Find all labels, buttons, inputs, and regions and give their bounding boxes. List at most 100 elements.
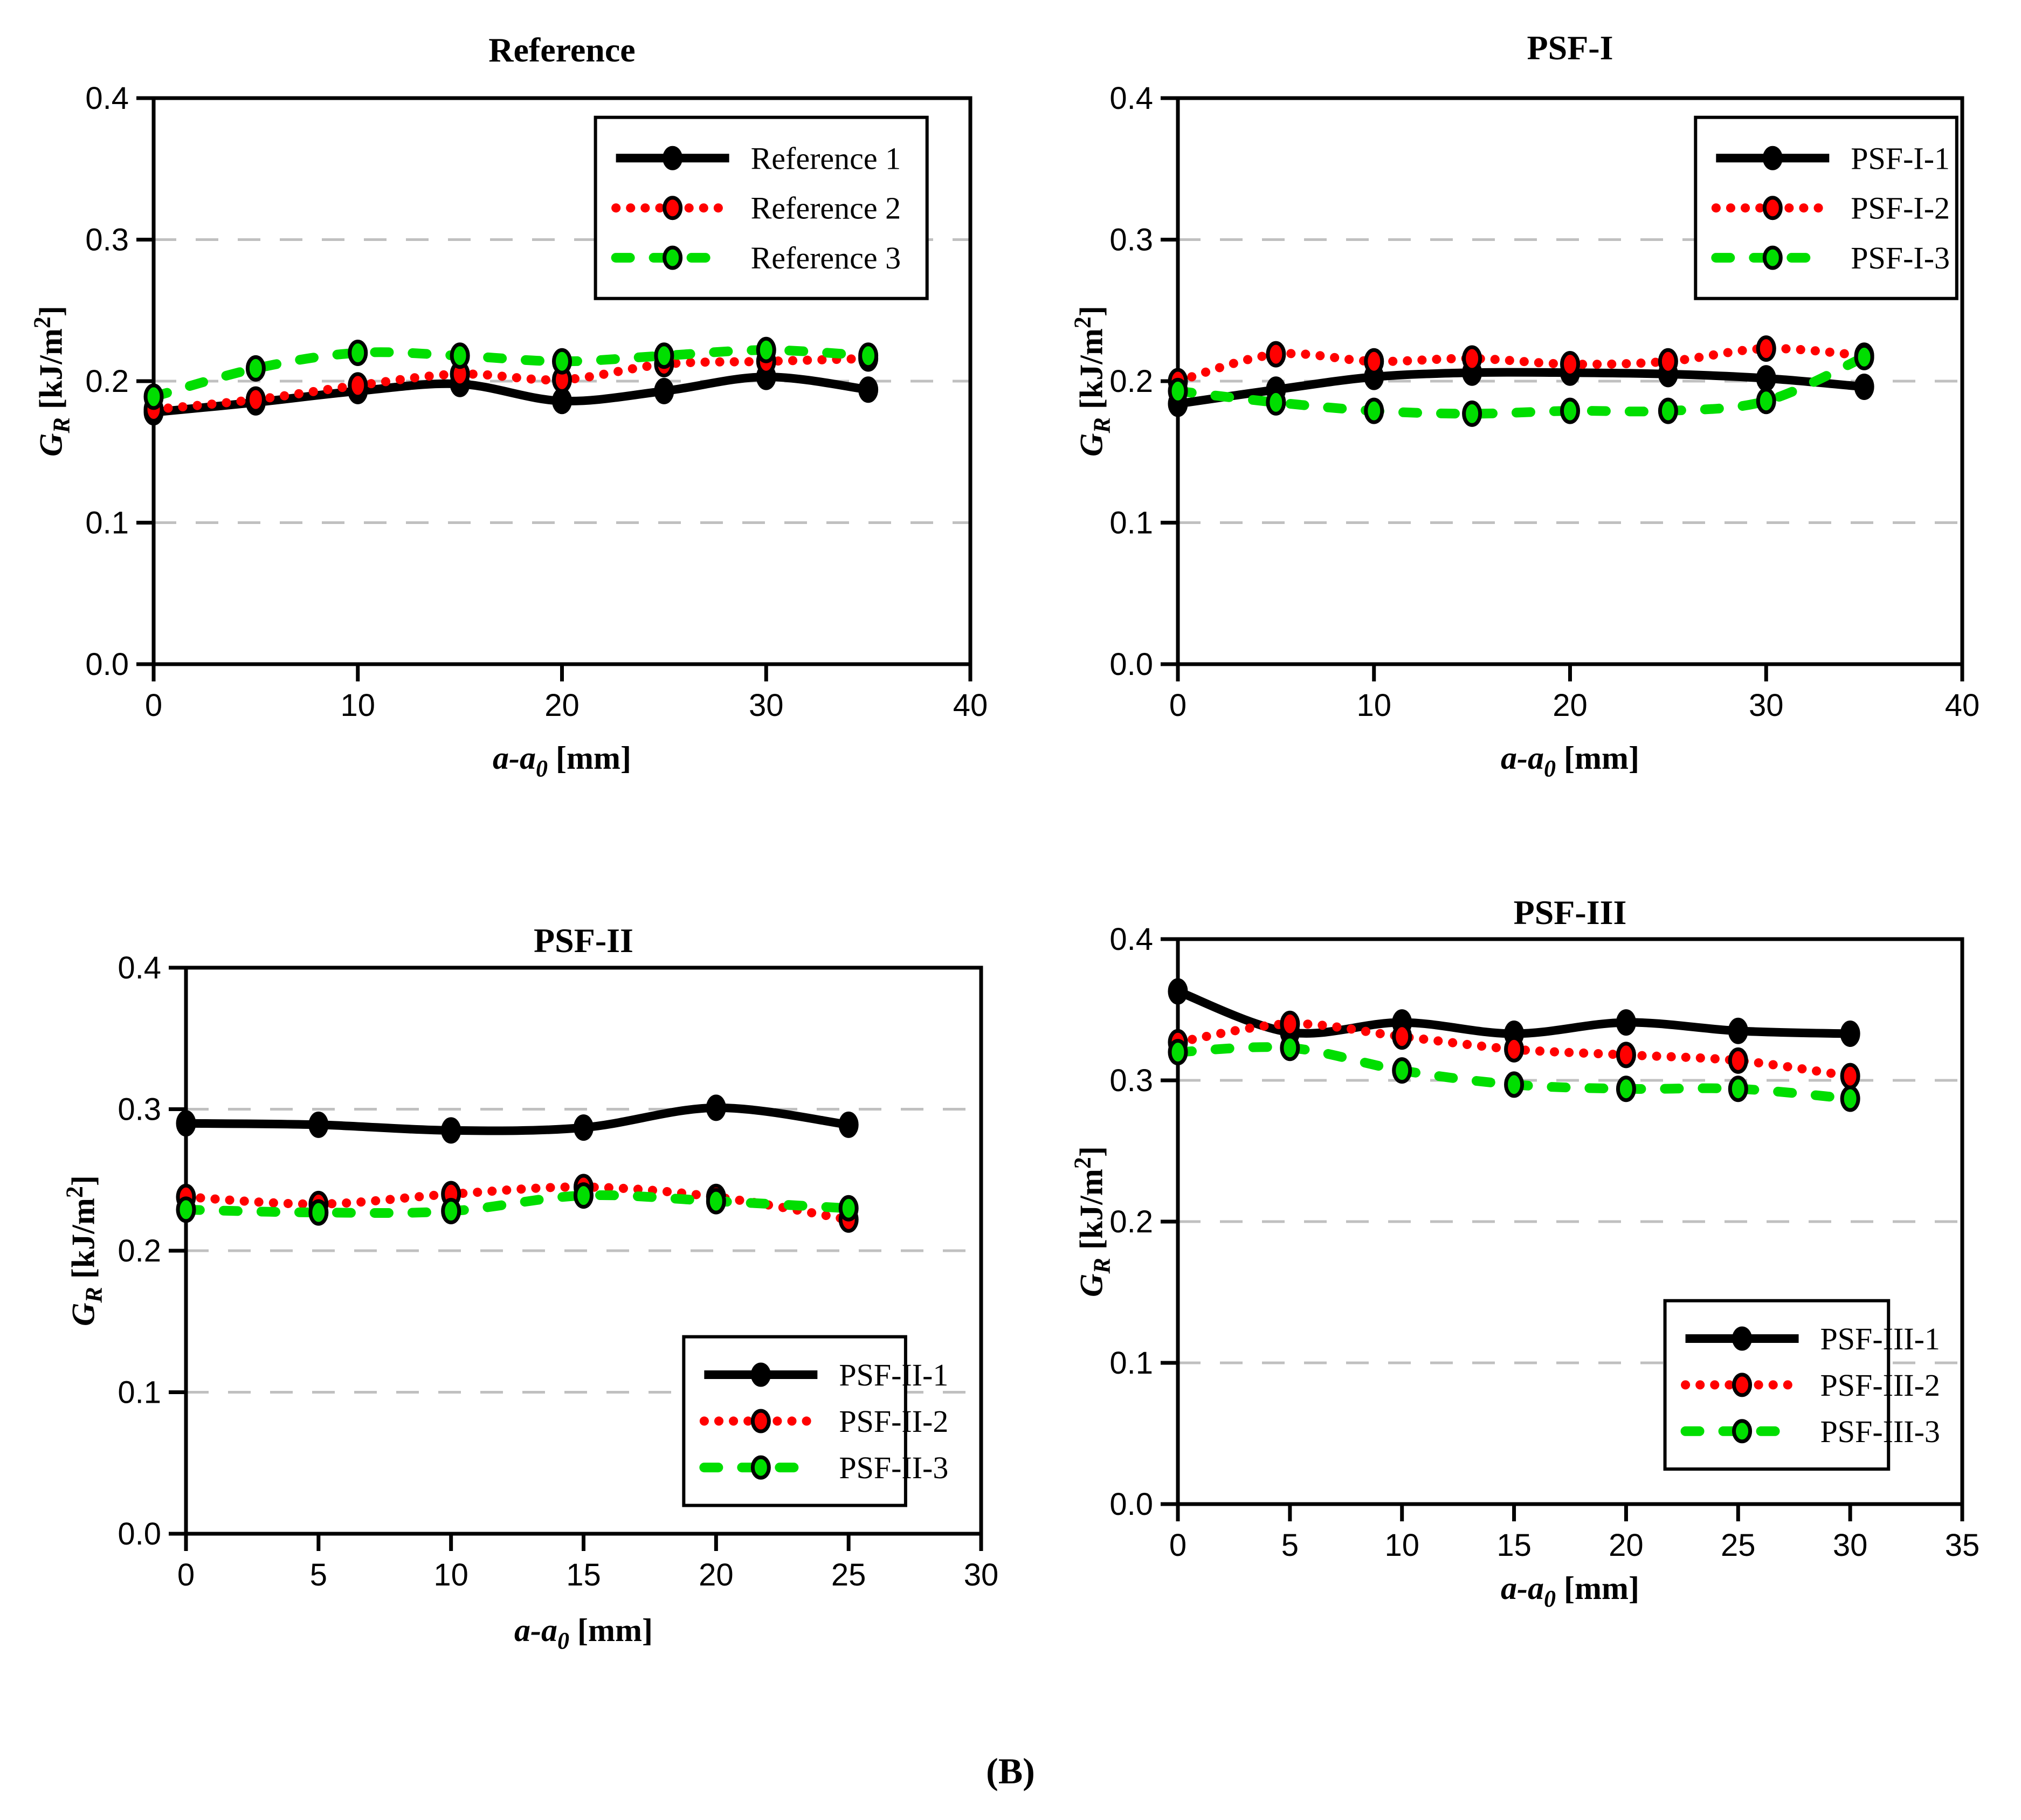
y-axis-label-bracket: ] xyxy=(33,306,69,317)
y-axis-label: GR [kJ/m2] xyxy=(1069,1146,1115,1297)
svg-text:0.2: 0.2 xyxy=(118,1233,161,1269)
svg-text:PSF-I-3: PSF-I-3 xyxy=(1851,240,1950,275)
x-axis-label-unit: [mm] xyxy=(1556,740,1639,776)
svg-text:20: 20 xyxy=(699,1557,734,1592)
x-axis-label: a-a0 [mm] xyxy=(154,740,970,781)
chart-title-reference: Reference xyxy=(488,31,636,69)
x-axis-label-var: a-a xyxy=(1501,740,1544,776)
svg-text:0: 0 xyxy=(145,688,162,723)
chart-psf-1: 0 10 20 30 40 0.0 0.1 0.2 0.3 0.4 PSF-I-1 PSF-I-2 PS… xyxy=(1109,81,1980,723)
y-axis-label: GR [kJ/m2] xyxy=(29,306,75,457)
svg-text:20: 20 xyxy=(1553,688,1588,723)
y-axis-label-superscript: 2 xyxy=(1069,316,1096,329)
y-axis-label: GR [kJ/m2] xyxy=(61,1175,107,1326)
svg-text:0.4: 0.4 xyxy=(118,950,161,985)
svg-text:0.4: 0.4 xyxy=(1109,922,1153,957)
svg-text:0.4: 0.4 xyxy=(1109,81,1153,116)
svg-text:0.0: 0.0 xyxy=(85,647,129,682)
chart-title-psf-3: PSF-III xyxy=(1513,893,1627,932)
svg-text:PSF-III-1: PSF-III-1 xyxy=(1820,1321,1940,1356)
svg-text:10: 10 xyxy=(1384,1528,1419,1563)
panel-reference: Reference 0 10 20 30 40 0.0 0.1 0.2 0.3 0.4 Refere… xyxy=(0,0,1013,841)
x-axis-label-subscript: 0 xyxy=(557,1628,570,1654)
svg-text:Reference 3: Reference 3 xyxy=(751,240,901,275)
x-axis-label-unit: [mm] xyxy=(1556,1570,1639,1606)
svg-text:5: 5 xyxy=(310,1557,327,1592)
y-axis-label-subscript: R xyxy=(1088,417,1115,433)
y-axis-label-unit: [kJ/m xyxy=(65,1198,101,1287)
x-axis-label: a-a0 [mm] xyxy=(1178,1570,1962,1611)
svg-text:0.3: 0.3 xyxy=(1109,1063,1153,1098)
x-axis-label-unit: [mm] xyxy=(569,1612,653,1648)
svg-text:0.2: 0.2 xyxy=(85,364,129,399)
chart-reference: 0 10 20 30 40 0.0 0.1 0.2 0.3 0.4 Reference 1 Refer… xyxy=(85,81,988,723)
y-axis-label-unit: [kJ/m xyxy=(33,328,69,418)
y-axis-label-superscript: 2 xyxy=(1069,1157,1096,1169)
chart-psf-3: 0 5 10 15 20 25 30 35 0.0 0.1 0.2 0.3 0.4 PSF-III-1 PS… xyxy=(1109,922,1980,1563)
svg-text:25: 25 xyxy=(831,1557,866,1592)
panel-psf-2: PSF-II 0 5 10 15 20 25 30 0.0 0.1 0.2 0.3 0.4 PSF-II… xyxy=(0,841,1013,1682)
svg-text:0.0: 0.0 xyxy=(1109,1487,1153,1522)
y-axis-label: GR [kJ/m2] xyxy=(1069,306,1115,457)
y-axis-label-superscript: 2 xyxy=(29,316,56,329)
svg-text:0.3: 0.3 xyxy=(1109,223,1153,258)
svg-text:PSF-II-1: PSF-II-1 xyxy=(839,1357,948,1392)
panel-psf-3: PSF-III 0 5 10 15 20 25 30 35 0.0 0.1 0.2 0.3 0.4 PSF… xyxy=(1008,841,2021,1682)
svg-text:0.4: 0.4 xyxy=(85,81,129,116)
y-axis-label-var: G xyxy=(33,433,69,457)
x-axis-label-subscript: 0 xyxy=(1544,755,1556,782)
svg-text:25: 25 xyxy=(1721,1528,1756,1563)
chart-title-psf-1: PSF-I xyxy=(1527,29,1613,67)
svg-text:40: 40 xyxy=(1945,688,1980,723)
chart-title-psf-2: PSF-II xyxy=(534,921,633,960)
svg-text:Reference 1: Reference 1 xyxy=(751,141,901,176)
svg-text:0.3: 0.3 xyxy=(118,1092,161,1127)
svg-text:0.1: 0.1 xyxy=(1109,506,1153,541)
y-axis-label-bracket: ] xyxy=(65,1175,101,1187)
y-axis-label-subscript: R xyxy=(80,1287,107,1303)
svg-text:PSF-I-1: PSF-I-1 xyxy=(1851,141,1950,176)
svg-text:0.0: 0.0 xyxy=(118,1516,161,1552)
svg-text:10: 10 xyxy=(340,688,375,723)
x-axis-label: a-a0 [mm] xyxy=(1178,740,1962,781)
y-axis-label-bracket: ] xyxy=(1073,306,1109,317)
svg-text:0: 0 xyxy=(1169,1528,1187,1563)
x-axis-label: a-a0 [mm] xyxy=(186,1612,981,1653)
svg-text:30: 30 xyxy=(964,1557,999,1592)
y-axis-label-unit: [kJ/m xyxy=(1073,1169,1109,1258)
x-axis-label-var: a-a xyxy=(514,1612,558,1648)
y-axis-label-var: G xyxy=(65,1302,101,1326)
svg-text:35: 35 xyxy=(1945,1528,1980,1563)
x-axis-label-var: a-a xyxy=(493,740,536,776)
svg-text:0: 0 xyxy=(177,1557,195,1592)
svg-text:30: 30 xyxy=(749,688,784,723)
svg-text:10: 10 xyxy=(433,1557,468,1592)
svg-text:5: 5 xyxy=(1281,1528,1299,1563)
svg-text:15: 15 xyxy=(1496,1528,1532,1563)
svg-text:40: 40 xyxy=(953,688,988,723)
y-axis-label-subscript: R xyxy=(48,417,75,433)
x-axis-label-subscript: 0 xyxy=(1544,1585,1556,1612)
svg-text:0.3: 0.3 xyxy=(85,223,129,258)
svg-text:0.2: 0.2 xyxy=(1109,364,1153,399)
chart-psf-2: 0 5 10 15 20 25 30 0.0 0.1 0.2 0.3 0.4 PSF-II-1 PSF-I… xyxy=(118,950,999,1592)
svg-text:15: 15 xyxy=(566,1557,601,1592)
svg-text:0.1: 0.1 xyxy=(118,1375,161,1410)
svg-text:0: 0 xyxy=(1169,688,1187,723)
svg-text:30: 30 xyxy=(1833,1528,1868,1563)
svg-text:PSF-III-3: PSF-III-3 xyxy=(1820,1414,1940,1449)
y-axis-label-superscript: 2 xyxy=(61,1186,88,1198)
y-axis-label-subscript: R xyxy=(1088,1258,1115,1274)
y-axis-label-bracket: ] xyxy=(1073,1146,1109,1157)
svg-text:20: 20 xyxy=(1609,1528,1644,1563)
x-axis-label-var: a-a xyxy=(1501,1570,1544,1606)
y-axis-label-var: G xyxy=(1073,433,1109,457)
svg-text:0.2: 0.2 xyxy=(1109,1204,1153,1239)
x-axis-label-subscript: 0 xyxy=(536,755,548,782)
svg-text:10: 10 xyxy=(1356,688,1391,723)
svg-text:PSF-II-3: PSF-II-3 xyxy=(839,1450,948,1485)
svg-text:PSF-II-2: PSF-II-2 xyxy=(839,1404,948,1439)
svg-text:0.0: 0.0 xyxy=(1109,647,1153,682)
y-axis-label-var: G xyxy=(1073,1273,1109,1297)
